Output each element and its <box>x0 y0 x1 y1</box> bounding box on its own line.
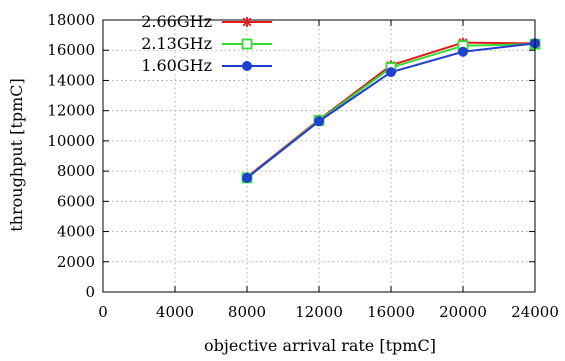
axis-ticks <box>102 19 536 293</box>
series-1-60ghz <box>242 38 540 183</box>
legend-label: 1.60GHz <box>141 56 212 75</box>
legend: 2.66GHz 2.13GHz 1.60GHz <box>141 12 272 75</box>
x-tick-labels: 0 4000 8000 12000 16000 20000 24000 <box>98 303 559 321</box>
x-tick-label: 16000 <box>367 303 415 321</box>
y-tick-label: 18000 <box>47 11 95 29</box>
y-tick-label: 6000 <box>57 192 95 210</box>
data-point-circle <box>458 46 468 57</box>
x-tick-label: 8000 <box>228 303 266 321</box>
x-tick-label: 20000 <box>439 303 487 321</box>
data-point-circle <box>242 61 252 71</box>
y-tick-labels: 0 2000 4000 6000 8000 10000 12000 14000 16000 180… <box>47 11 95 301</box>
x-tick-label: 12000 <box>295 303 343 321</box>
x-tick-label: 24000 <box>511 303 559 321</box>
y-tick-label: 16000 <box>47 41 95 59</box>
y-tick-label: 10000 <box>47 132 95 150</box>
data-point-circle <box>386 67 396 78</box>
y-tick-label: 0 <box>85 283 95 301</box>
x-axis-label: objective arrival rate [tpmC] <box>204 336 436 355</box>
data-point-star <box>242 17 252 27</box>
x-tick-label: 0 <box>98 303 108 321</box>
data-point-square <box>241 38 253 50</box>
series-lines <box>241 37 541 184</box>
y-tick-label: 4000 <box>57 223 95 241</box>
data-point-circle <box>314 116 324 127</box>
legend-label: 2.66GHz <box>141 12 212 31</box>
y-axis-label: throughput [tpmC] <box>7 78 26 232</box>
legend-label: 2.13GHz <box>141 34 212 53</box>
x-tick-label: 4000 <box>156 303 194 321</box>
y-tick-label: 14000 <box>47 71 95 89</box>
legend-item: 2.13GHz <box>141 34 272 53</box>
y-tick-label: 2000 <box>57 253 95 271</box>
y-tick-label: 8000 <box>57 162 95 180</box>
legend-item: 1.60GHz <box>141 56 272 75</box>
y-tick-label: 12000 <box>47 102 95 120</box>
legend-item: 2.66GHz <box>141 12 272 31</box>
data-point-circle <box>242 172 252 183</box>
